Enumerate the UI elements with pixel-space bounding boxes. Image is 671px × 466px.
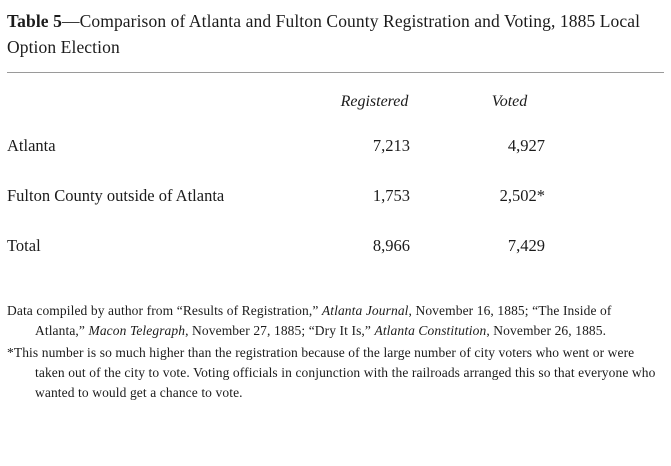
voted-value: 2,502*: [499, 186, 545, 205]
source-note-text: , November 26, 1885.: [486, 323, 607, 338]
voted-value: 7,429: [507, 236, 545, 255]
registered-value: 1,753: [372, 186, 410, 205]
newspaper-title-atlanta-constitution: Atlanta Constitution: [374, 323, 487, 338]
row-label: Atlanta: [7, 136, 56, 155]
title-divider: [7, 72, 664, 73]
voted-value: 4,927: [507, 136, 545, 155]
source-note-text: , November 27, 1885; “Dry It Is,”: [185, 323, 375, 338]
column-header-registered: Registered: [340, 93, 409, 110]
source-note: Data compiled by author from “Results of…: [7, 301, 664, 341]
empty-header-cell: [7, 87, 307, 121]
table-notes: Data compiled by author from “Results of…: [7, 301, 664, 403]
source-note-text: Data compiled by author from “Results of…: [7, 303, 322, 318]
table-row-atlanta: Atlanta 7,213 4,927: [7, 121, 577, 171]
table-body: Atlanta 7,213 4,927 Fulton County outsid…: [7, 121, 577, 271]
header-row: Registered Voted: [7, 87, 577, 121]
newspaper-title-macon-telegraph: Macon Telegraph: [88, 323, 186, 338]
table-caption: Table 5—Comparison of Atlanta and Fulton…: [7, 8, 664, 60]
table-caption-text: —Comparison of Atlanta and Fulton County…: [7, 11, 641, 57]
table-row-fulton-county: Fulton County outside of Atlanta 1,753 2…: [7, 171, 577, 221]
asterisk-footnote: *This number is so much higher than the …: [7, 343, 664, 403]
newspaper-title-atlanta-journal: Atlanta Journal: [321, 303, 409, 318]
registered-value: 8,966: [372, 236, 410, 255]
registered-value: 7,213: [372, 136, 410, 155]
column-header-voted: Voted: [491, 93, 528, 110]
table-row-total: Total 8,966 7,429: [7, 221, 577, 271]
table-header: Registered Voted: [7, 87, 577, 121]
asterisk-footnote-text: *This number is so much higher than the …: [7, 345, 656, 400]
row-label: Total: [7, 236, 41, 255]
table-number: Table 5: [7, 11, 63, 31]
registration-voting-table: Registered Voted Atlanta 7,213 4,927 Ful…: [7, 87, 577, 271]
row-label: Fulton County outside of Atlanta: [7, 186, 225, 205]
source-note-text: , November 16, 1885; “The Inside of Atla…: [35, 303, 612, 338]
